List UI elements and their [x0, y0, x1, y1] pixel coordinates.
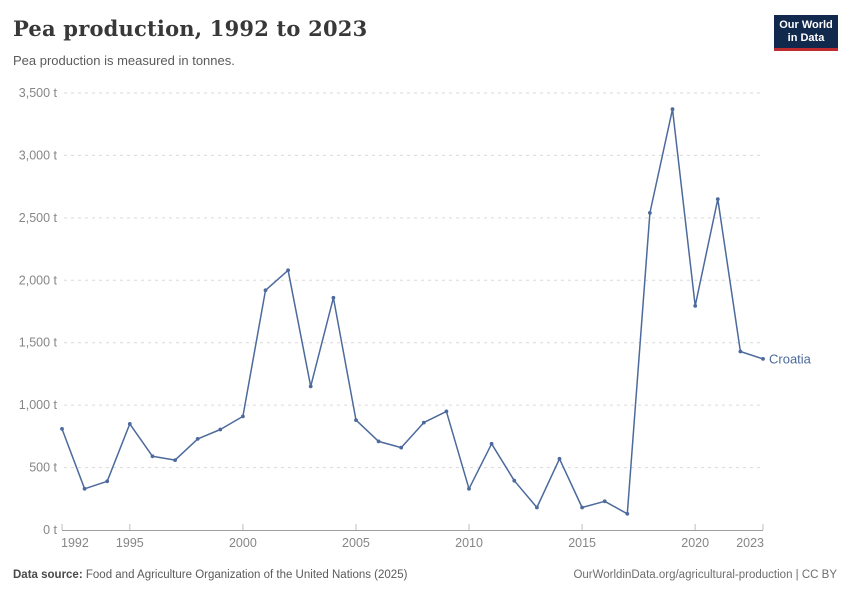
data-point-2022[interactable] — [738, 349, 743, 354]
data-point-2019[interactable] — [670, 107, 675, 112]
data-point-2023[interactable] — [761, 357, 765, 361]
data-point-1998[interactable] — [195, 437, 200, 441]
y-axis-label: 2,000 t — [19, 273, 58, 287]
data-point-2007[interactable] — [399, 445, 404, 450]
x-axis-label: 2015 — [568, 536, 596, 550]
data-point-2018[interactable] — [648, 211, 652, 215]
data-point-2009[interactable] — [444, 409, 449, 414]
data-source-text: Food and Agriculture Organization of the… — [85, 569, 408, 581]
footer-link[interactable]: OurWorldinData.org/agricultural-producti… — [573, 569, 837, 581]
data-point-2002[interactable] — [286, 268, 290, 273]
y-axis-label: 0 t — [43, 523, 57, 537]
x-axis-label: 1992 — [61, 536, 89, 550]
x-axis-label: 2023 — [736, 536, 764, 550]
data-point-1997[interactable] — [173, 458, 178, 462]
y-axis-label: 2,500 t — [19, 211, 58, 225]
y-axis-label: 1,500 t — [19, 336, 58, 350]
data-point-2021[interactable] — [715, 197, 720, 202]
x-axis-label: 2010 — [455, 536, 483, 550]
data-point-2020[interactable] — [693, 304, 698, 308]
data-point-2006[interactable] — [376, 439, 381, 444]
owid-logo[interactable]: Our World in Data — [774, 15, 838, 51]
data-point-1996[interactable] — [150, 454, 155, 459]
data-point-2013[interactable] — [535, 505, 539, 510]
data-point-2014[interactable] — [557, 456, 562, 461]
data-point-2015[interactable] — [580, 505, 584, 510]
series-end-label[interactable]: Croatia — [769, 351, 812, 366]
y-axis-label: 3,000 t — [19, 148, 58, 162]
y-axis-label: 1,000 t — [19, 398, 58, 412]
data-point-2016[interactable] — [602, 499, 607, 504]
data-point-2003[interactable] — [308, 384, 313, 389]
data-point-1993[interactable] — [82, 486, 87, 491]
data-point-2005[interactable] — [354, 418, 358, 422]
data-point-2004[interactable] — [331, 295, 336, 300]
x-axis-label: 1995 — [116, 536, 144, 550]
data-point-2017[interactable] — [625, 511, 630, 516]
data-point-2000[interactable] — [241, 414, 245, 419]
data-point-2010[interactable] — [467, 486, 471, 491]
data-point-1995[interactable] — [127, 422, 132, 426]
chart-title: Pea production, 1992 to 2023 — [13, 16, 368, 41]
y-axis-label: 500 t — [29, 461, 57, 475]
chart-footer: Data source: Food and Agriculture Organi… — [13, 569, 837, 581]
x-axis-label: 2005 — [342, 536, 370, 550]
data-point-1999[interactable] — [218, 427, 223, 432]
data-point-1994[interactable] — [105, 479, 110, 484]
data-point-2001[interactable] — [263, 288, 268, 293]
data-source-label: Data source: — [13, 569, 83, 581]
x-axis-label: 2020 — [681, 536, 709, 550]
owid-logo-line2: in Data — [787, 32, 825, 44]
data-source: Data source: Food and Agriculture Organi… — [13, 569, 407, 581]
data-point-2008[interactable] — [421, 420, 426, 425]
chart-subtitle: Pea production is measured in tonnes. — [13, 53, 235, 68]
data-point-2012[interactable] — [512, 478, 517, 483]
owid-logo-line1: Our World — [779, 19, 833, 31]
series-line — [61, 108, 764, 515]
data-point-2011[interactable] — [489, 441, 494, 446]
y-axis-label: 3,500 t — [19, 86, 58, 100]
data-point-1992[interactable] — [60, 427, 64, 431]
x-axis-label: 2000 — [229, 536, 257, 550]
